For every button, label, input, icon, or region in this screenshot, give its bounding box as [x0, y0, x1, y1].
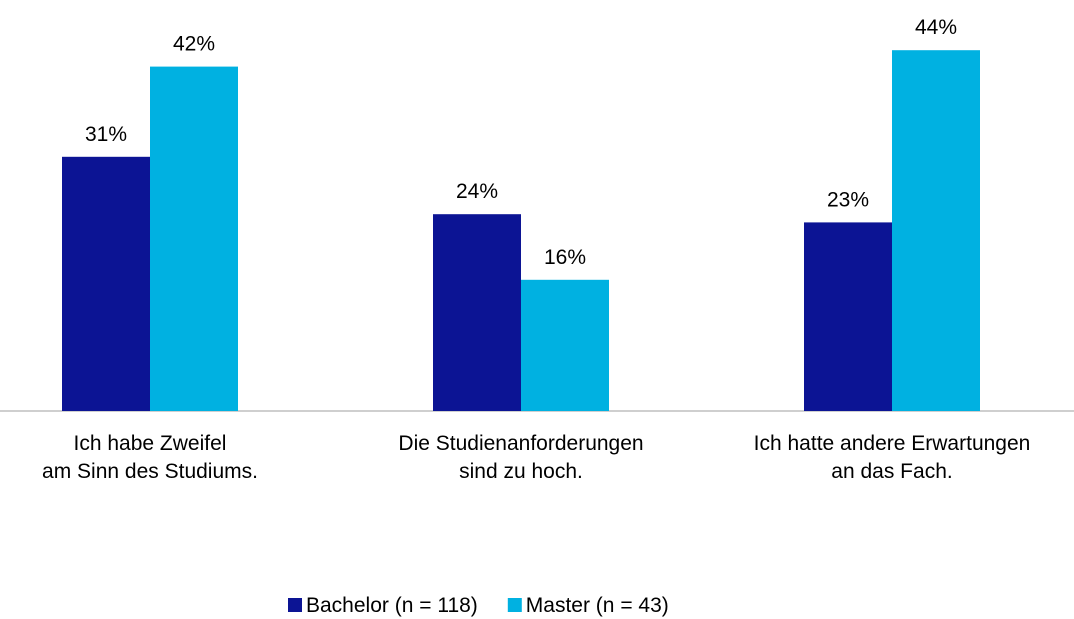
- x-tick-label: Ich habe Zweifel: [74, 432, 227, 455]
- bar: [433, 214, 521, 411]
- x-tick-label: an das Fach.: [831, 460, 952, 483]
- bar: [892, 50, 980, 411]
- x-tick-label: am Sinn des Studiums.: [42, 460, 258, 483]
- data-label: 42%: [173, 33, 215, 56]
- data-label: 31%: [85, 123, 127, 146]
- legend-label: Master (n = 43): [526, 594, 669, 617]
- bar: [150, 66, 238, 411]
- data-label: 44%: [915, 16, 957, 39]
- legend-label: Bachelor (n = 118): [306, 594, 478, 617]
- x-tick-label: Die Studienanforderungen: [398, 432, 643, 455]
- legend-swatch: [288, 598, 302, 612]
- x-tick-label: sind zu hoch.: [459, 460, 583, 483]
- bar: [62, 156, 150, 411]
- x-tick-label: Ich hatte andere Erwartungen: [754, 432, 1031, 455]
- data-label: 23%: [827, 188, 869, 211]
- bar: [521, 279, 609, 411]
- legend-swatch: [507, 598, 522, 612]
- bar: [804, 222, 892, 411]
- data-label: 16%: [544, 246, 586, 269]
- data-label: 24%: [456, 180, 498, 203]
